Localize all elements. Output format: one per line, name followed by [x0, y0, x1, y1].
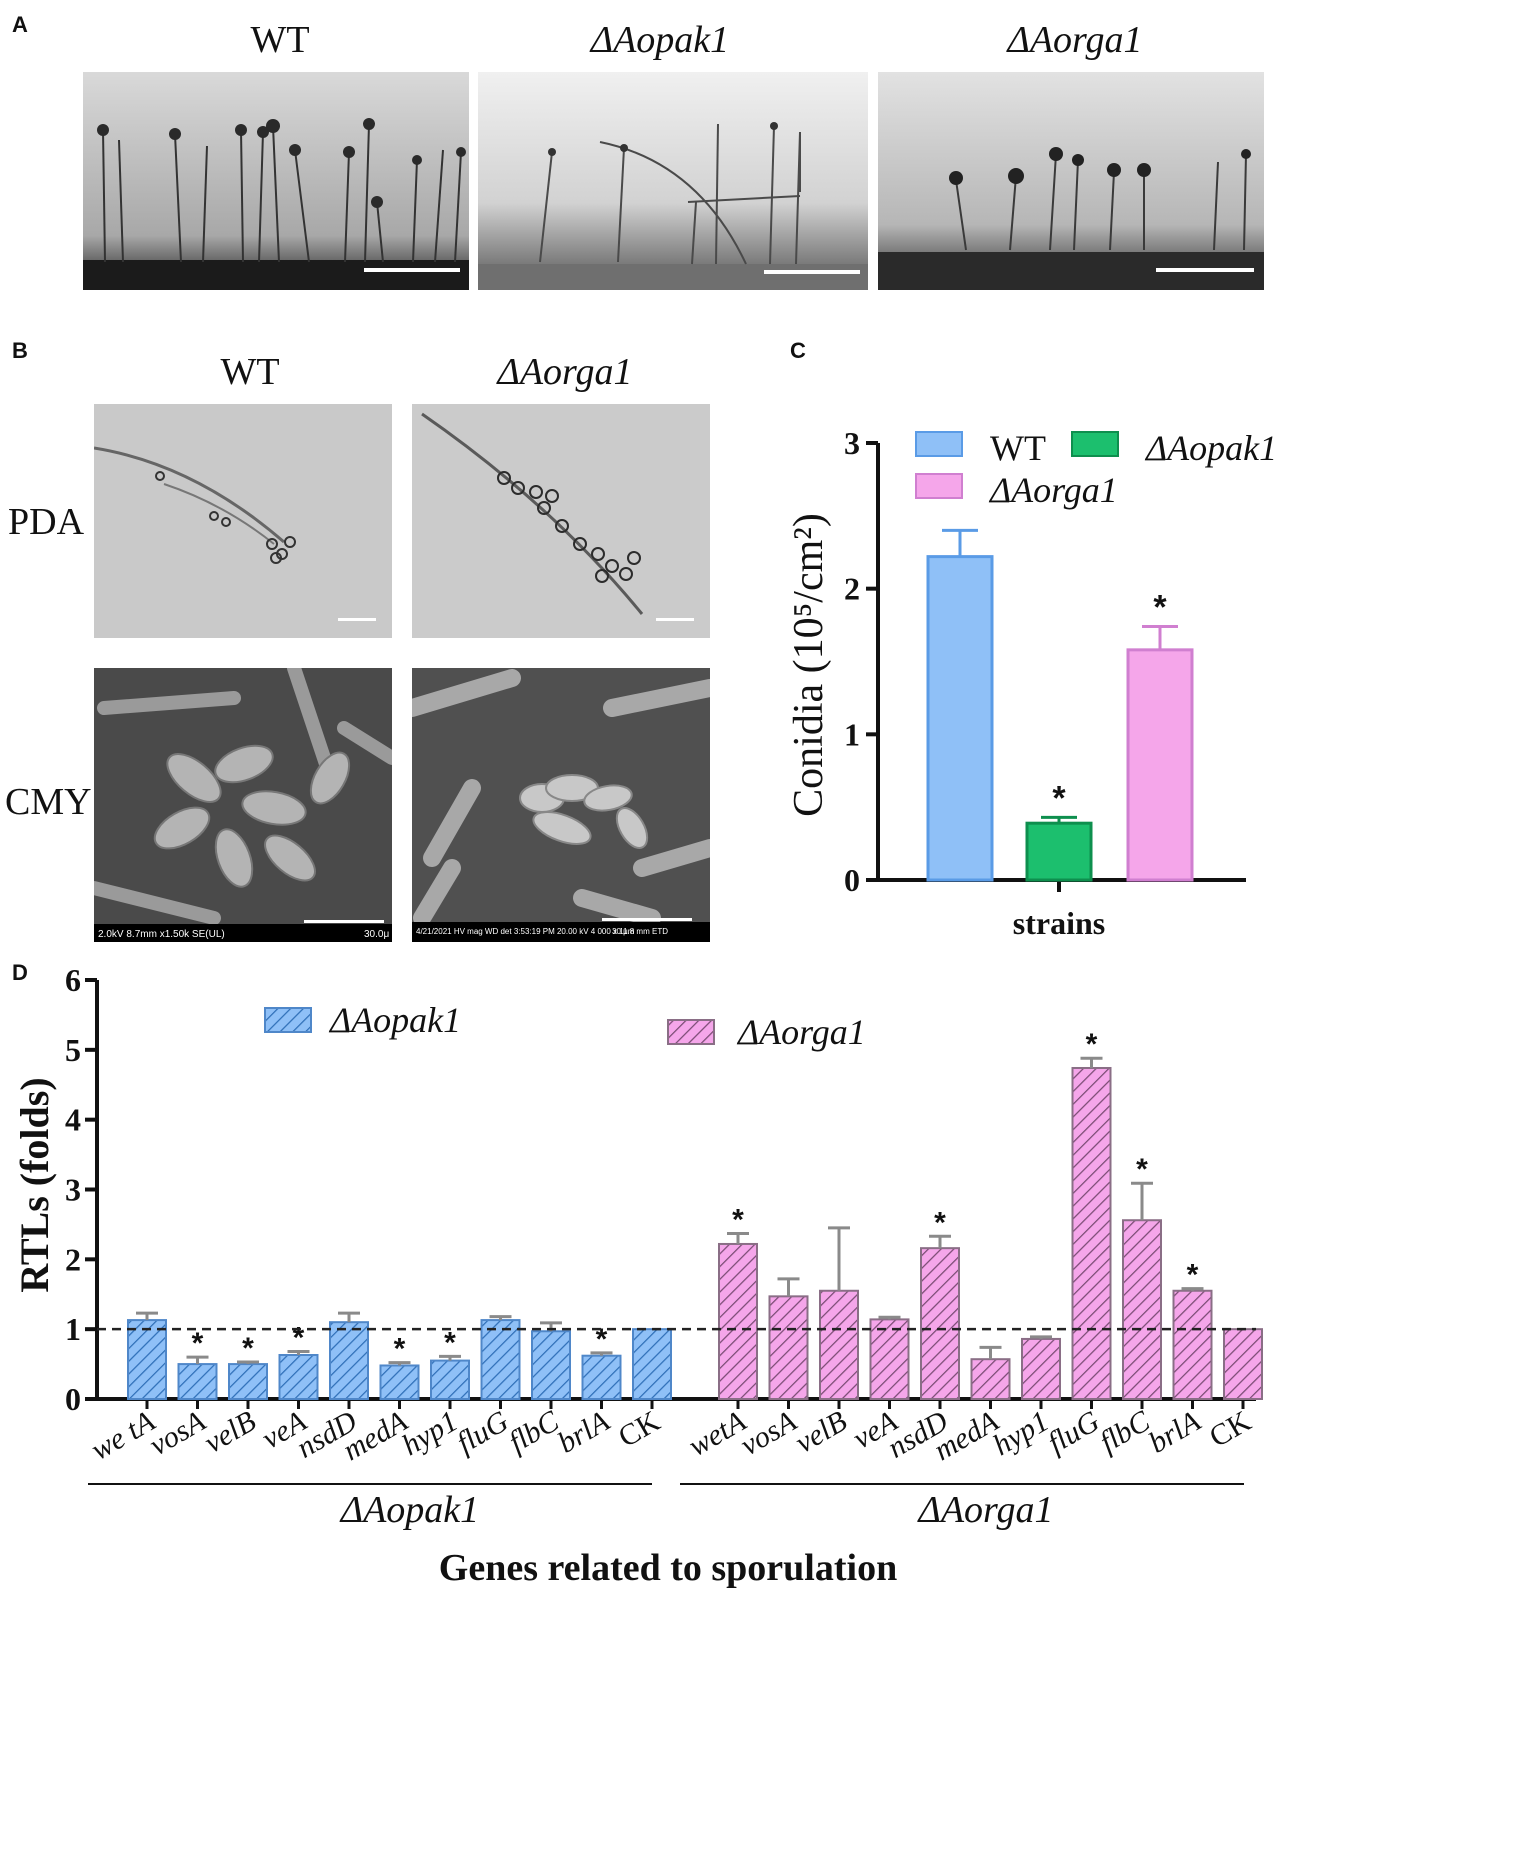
- chart-d-ytick-label: 2: [65, 1241, 81, 1277]
- panel-a-photo-aorga1: [878, 72, 1264, 290]
- chart-d-legend-swatch: [264, 1007, 312, 1033]
- sem-info-left: 2.0kV 8.7mm x1.50k SE(UL): [98, 929, 225, 940]
- chart-d-bar: [632, 1328, 672, 1400]
- chart-c-ytick-label: 0: [844, 862, 860, 898]
- chart-d-significance-star: *: [596, 1323, 608, 1356]
- chart-d-ytick-label: 5: [65, 1032, 81, 1068]
- chart-d-significance-star: *: [934, 1206, 946, 1239]
- chart-d-ytick-label: 0: [65, 1381, 81, 1417]
- chart-d-xtick-label: brlA: [552, 1404, 615, 1460]
- chart-d-ytick-label: 3: [65, 1172, 81, 1208]
- chart-c-legend-swatch: [915, 473, 963, 499]
- chart-d-ytick-label: 6: [65, 962, 81, 998]
- chart-d-bar: [1172, 1289, 1213, 1400]
- panel-b-pda-wt-photo: [94, 404, 392, 638]
- chart-d-bar: [869, 1318, 910, 1401]
- panel-b-cmy-aorga1-sem: 4/21/2021 HV mag WD det 3:53:19 PM 20.00…: [412, 668, 710, 942]
- chart-c-ytick-label: 1: [844, 716, 860, 752]
- chart-d-y-label: RTLs (folds): [12, 1077, 57, 1292]
- chart-d-group-label: ΔAopak1: [339, 1489, 479, 1531]
- panel-a-title-wt: WT: [250, 19, 310, 61]
- chart-d-legend-swatch: [667, 1019, 715, 1045]
- chart-c-legend-label: ΔAorga1: [988, 470, 1118, 510]
- chart-d-bar: [768, 1295, 809, 1400]
- panel-b-col-title-aorga1: ΔAorga1: [497, 351, 633, 393]
- chart-d-significance-star: *: [732, 1203, 744, 1236]
- chart-d-bar: [177, 1363, 218, 1401]
- chart-d-bar: [970, 1358, 1011, 1400]
- chart-c-y-label: Conidia (10⁵/cm²): [786, 513, 832, 817]
- chart-c-significance-star: *: [1052, 779, 1066, 817]
- chart-d-bar: [1122, 1219, 1162, 1401]
- panel-a-photo-aopak1: [478, 72, 868, 290]
- chart-d-bar: [228, 1363, 268, 1401]
- panel-b-col-title-wt: WT: [220, 351, 280, 393]
- chart-c-legend-label: WT: [990, 428, 1046, 468]
- chart-d-group-label: ΔAorga1: [917, 1489, 1054, 1531]
- chart-d-significance-star: *: [394, 1333, 406, 1366]
- panel-label-c: C: [790, 338, 806, 363]
- chart-d-bar: [379, 1364, 420, 1400]
- chart-d-bar: [1223, 1328, 1263, 1400]
- chart-d-x-label: Genes related to sporulation: [439, 1547, 897, 1589]
- chart-c-ytick-label: 2: [844, 571, 860, 607]
- chart-c-x-label: strains: [1013, 905, 1105, 941]
- chart-c-legend-swatch: [1071, 431, 1119, 457]
- panel-b-row-label-pda: PDA: [8, 501, 85, 543]
- chart-d-bar: [430, 1359, 470, 1401]
- panel-label-d: D: [12, 960, 28, 985]
- chart-c-ytick-label: 3: [844, 425, 860, 461]
- panel-a-title-aopak1: ΔAopak1: [590, 19, 730, 61]
- panel-b-pda-aorga1-photo: [412, 404, 710, 638]
- panel-label-b: B: [12, 338, 28, 363]
- chart-c-legend-label: ΔAopak1: [1144, 428, 1277, 468]
- chart-d-xtick-label: velB: [790, 1404, 853, 1459]
- chart-d-bar: [329, 1321, 369, 1401]
- chart-d-bar: [278, 1354, 319, 1401]
- chart-d-significance-star: *: [242, 1332, 254, 1365]
- chart-d-bar: [531, 1330, 571, 1401]
- panel-b-cmy-wt-sem: 2.0kV 8.7mm x1.50k SE(UL) 30.0μ: [94, 668, 392, 942]
- panel-label-a: A: [12, 12, 28, 37]
- chart-d-xtick-label: CK: [613, 1404, 666, 1454]
- panel-b-row-label-cmy: CMY: [5, 781, 92, 823]
- chart-c-bar: [1126, 648, 1194, 882]
- chart-c-bar: [926, 555, 994, 882]
- chart-c-significance-star: *: [1153, 589, 1167, 627]
- panel-a-photo-wt: [83, 72, 469, 290]
- chart-d-significance-star: *: [1086, 1028, 1098, 1061]
- chart-d-bar: [480, 1319, 521, 1401]
- chart-d-bar: [718, 1242, 758, 1400]
- chart-d-significance-star: *: [1136, 1153, 1148, 1186]
- chart-d-bar: [1021, 1337, 1061, 1401]
- chart-d-significance-star: *: [444, 1326, 456, 1359]
- chart-d-xtick-label: brlA: [1143, 1404, 1206, 1460]
- chart-d-xtick-label: CK: [1204, 1404, 1257, 1454]
- chart-d-xtick-label: velB: [199, 1404, 262, 1459]
- sem-info-right: 4/21/2021 HV mag WD det 3:53:19 PM 20.00…: [416, 927, 668, 936]
- chart-d-ytick-label: 1: [65, 1311, 81, 1347]
- chart-d-bar: [920, 1247, 960, 1401]
- chart-d-ytick-label: 4: [65, 1102, 81, 1138]
- chart-d-legend-label: ΔAopak1: [328, 1000, 461, 1040]
- chart-d-bar: [819, 1289, 859, 1400]
- chart-d-bar: [581, 1354, 622, 1401]
- chart-c-legend-swatch: [915, 431, 963, 457]
- sem-scale-right: 30 μm: [612, 927, 635, 936]
- chart-d-bar: [1071, 1066, 1112, 1400]
- panel-a-title-aorga1: ΔAorga1: [1007, 19, 1143, 61]
- chart-d-significance-star: *: [1187, 1259, 1199, 1292]
- chart-d-bar: [127, 1319, 167, 1401]
- chart-c-bar: [1025, 821, 1093, 882]
- chart-d-legend-label: ΔAorga1: [736, 1012, 866, 1052]
- chart-d-significance-star: *: [192, 1327, 204, 1360]
- sem-scale-left: 30.0μ: [364, 929, 389, 940]
- chart-d-significance-star: *: [293, 1322, 305, 1355]
